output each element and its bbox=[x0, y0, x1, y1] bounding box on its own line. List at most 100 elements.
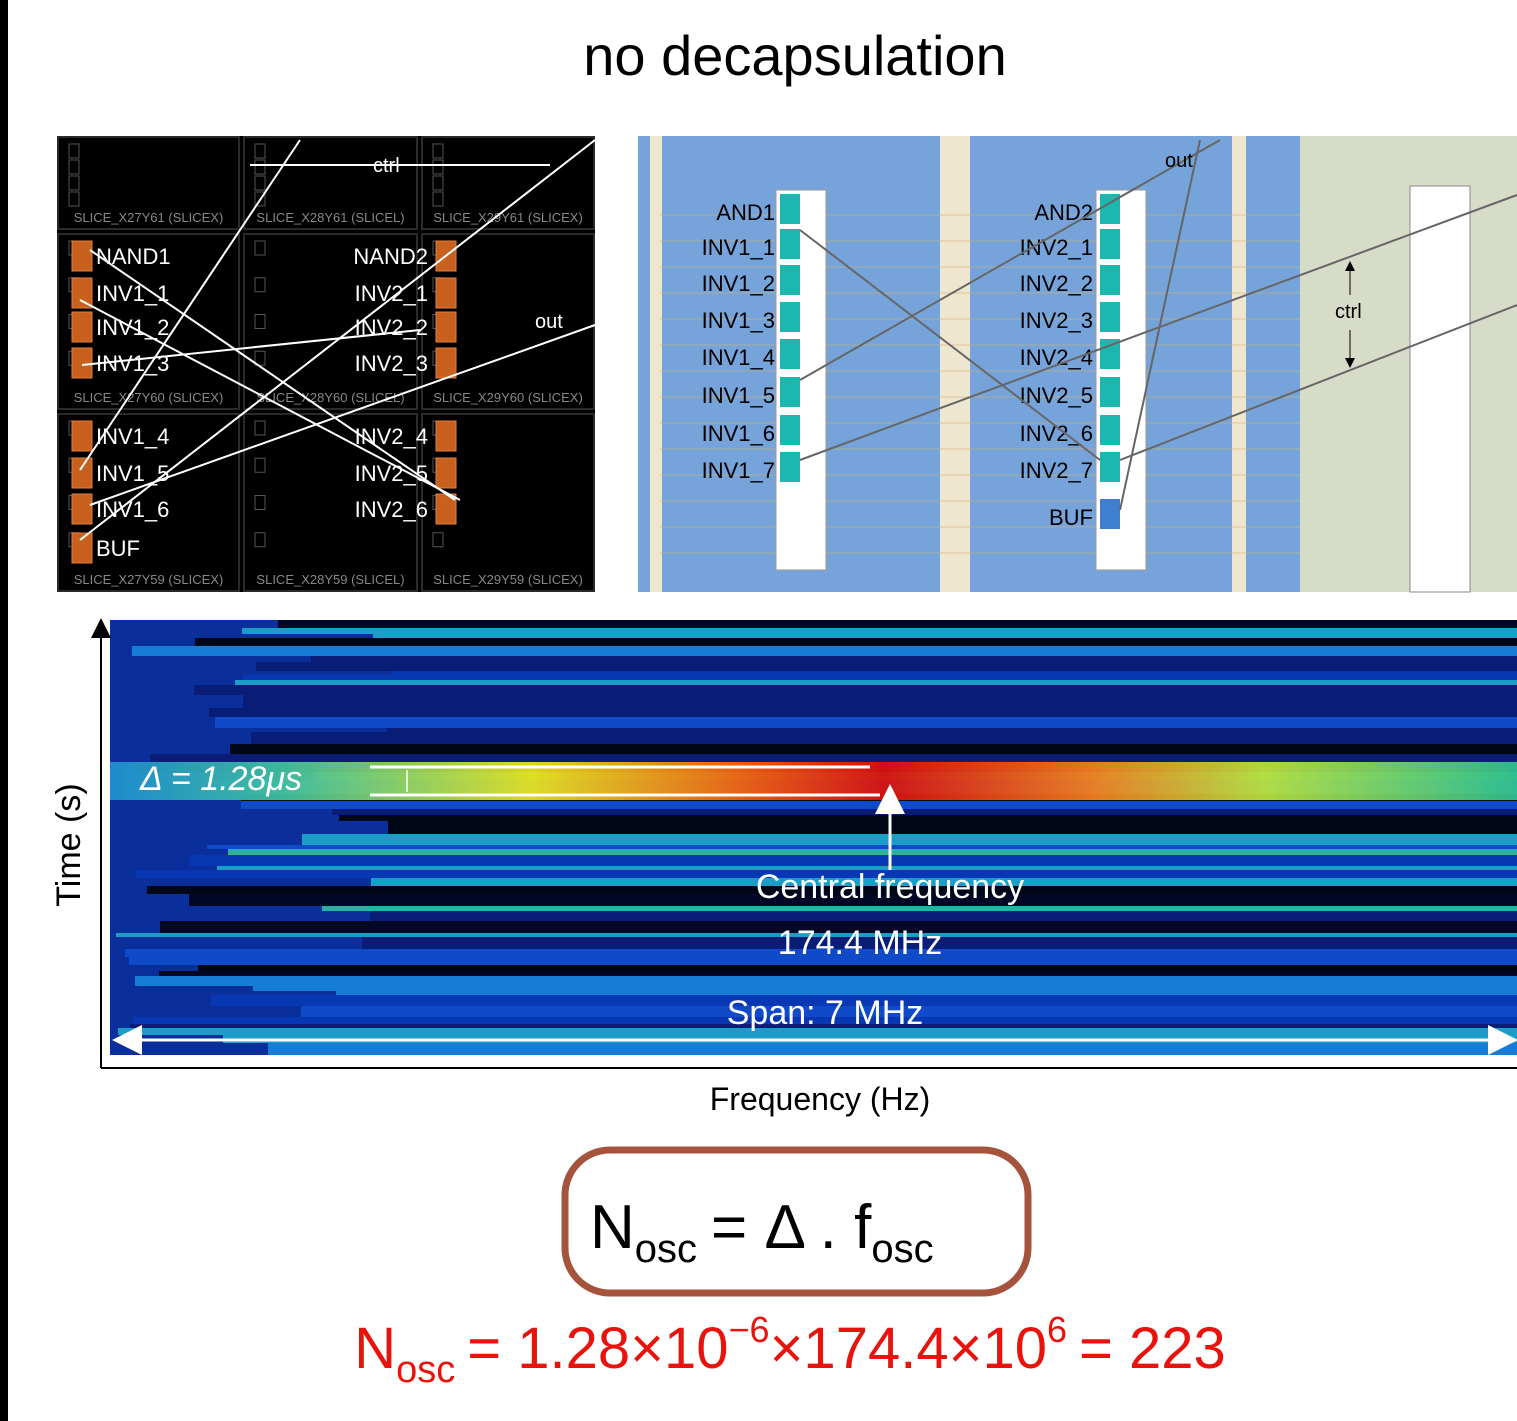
cell-label: INV2_1 bbox=[355, 281, 428, 306]
cell bbox=[72, 348, 92, 378]
cell-label: INV2_6 bbox=[355, 497, 428, 522]
spectrum-stripe bbox=[311, 656, 1517, 662]
right-panel: AND1INV1_1INV1_2INV1_3INV1_4INV1_5INV1_6… bbox=[638, 136, 1517, 592]
spectrum-stripe bbox=[388, 821, 1517, 834]
spectrum-stripe bbox=[132, 646, 1517, 656]
slide-title: no decapsulation bbox=[583, 24, 1006, 87]
spectrum-stripe bbox=[242, 628, 1517, 634]
formula-sub: osc bbox=[871, 1227, 933, 1271]
slice-label: SLICE_X29Y61 (SLICEX) bbox=[433, 210, 583, 225]
cell-label: BUF bbox=[1049, 505, 1093, 530]
cell bbox=[72, 278, 92, 308]
cell-label: INV2_3 bbox=[355, 351, 428, 376]
cell bbox=[780, 302, 800, 332]
cell bbox=[72, 458, 92, 488]
result-part: = 1.28×10 bbox=[467, 1316, 728, 1381]
routing-strip bbox=[650, 136, 662, 592]
cell bbox=[72, 241, 92, 271]
cell bbox=[780, 339, 800, 369]
spectrum-stripe bbox=[302, 834, 1517, 845]
cell bbox=[1100, 265, 1120, 295]
cell bbox=[436, 458, 456, 488]
result-sup: 6 bbox=[1047, 1309, 1067, 1350]
spectrum-stripe bbox=[194, 685, 1517, 695]
result-sub: osc bbox=[396, 1349, 455, 1391]
cell bbox=[780, 377, 800, 407]
edge-bar bbox=[0, 0, 8, 1421]
cell bbox=[780, 452, 800, 482]
spectrum-stripe bbox=[332, 809, 1517, 815]
cell-label: INV2_7 bbox=[1020, 458, 1093, 483]
slice-label: SLICE_X27Y60 (SLICEX) bbox=[74, 390, 224, 405]
left-panel: SLICE_X27Y61 (SLICEX)SLICE_X28Y61 (SLICE… bbox=[57, 136, 595, 592]
slice-label: SLICE_X28Y60 (SLICEL) bbox=[256, 390, 404, 405]
ctrl-label: ctrl bbox=[373, 155, 400, 177]
spectrum-stripe bbox=[391, 671, 1517, 675]
cell-label: INV1_2 bbox=[702, 271, 775, 296]
cell bbox=[72, 421, 92, 451]
cell bbox=[780, 265, 800, 295]
cell-label: INV2_2 bbox=[1020, 271, 1093, 296]
spectrum-stripe bbox=[190, 855, 1517, 866]
spectrum-stripe bbox=[209, 708, 1517, 717]
spectrum-stripe bbox=[159, 971, 1517, 976]
cell bbox=[436, 348, 456, 378]
spectrum-stripe bbox=[256, 662, 1517, 671]
cell bbox=[436, 421, 456, 451]
cell bbox=[436, 278, 456, 308]
spectrum-stripe bbox=[322, 906, 1517, 911]
result: Nosc= 1.28×10−6×174.4×106= 223 bbox=[354, 1309, 1226, 1391]
formula-rhs: = Δ . f bbox=[711, 1193, 872, 1262]
cell-label: INV1_5 bbox=[96, 461, 169, 486]
result-part: = 223 bbox=[1079, 1316, 1226, 1381]
spectrum-stripe bbox=[339, 815, 1517, 821]
spectrum-stripe bbox=[387, 728, 1517, 732]
region bbox=[1300, 136, 1517, 592]
spectrum-stripe bbox=[278, 620, 1517, 628]
routing-strip bbox=[1232, 136, 1246, 592]
cell bbox=[436, 312, 456, 342]
cell-label: INV2_4 bbox=[355, 424, 428, 449]
span-label: Span: 7 MHz bbox=[727, 994, 924, 1032]
cell bbox=[1100, 377, 1120, 407]
spectrogram: Time (s)Frequency (Hz)Δ = 1.28μsCentral … bbox=[50, 620, 1517, 1117]
routing-strip bbox=[940, 136, 970, 592]
slice-label: SLICE_X29Y60 (SLICEX) bbox=[433, 390, 583, 405]
slice-label: SLICE_X27Y61 (SLICEX) bbox=[74, 210, 224, 225]
page: no decapsulation SLICE_X27Y61 (SLICEX)SL… bbox=[0, 0, 1517, 1421]
spectrum-stripe bbox=[241, 801, 1517, 809]
cell bbox=[1100, 499, 1120, 529]
formula-n: N bbox=[590, 1193, 635, 1262]
spectrum-stripe bbox=[207, 845, 1517, 849]
ctrl-label: ctrl bbox=[1335, 301, 1362, 323]
spectrum-stripe bbox=[198, 965, 1517, 971]
spectrum-stripe bbox=[253, 986, 1517, 991]
formula-sub: osc bbox=[635, 1227, 697, 1271]
cell bbox=[1100, 302, 1120, 332]
central-label: Central frequency bbox=[756, 868, 1024, 906]
cell-label: INV1_6 bbox=[702, 421, 775, 446]
out-label: out bbox=[535, 311, 563, 333]
cell bbox=[72, 312, 92, 342]
cell bbox=[780, 194, 800, 224]
delta-label: Δ = 1.28μs bbox=[139, 760, 302, 798]
cell-label: NAND2 bbox=[353, 244, 428, 269]
cell-label: INV2_6 bbox=[1020, 421, 1093, 446]
result-sup: −6 bbox=[729, 1309, 770, 1350]
cell bbox=[72, 494, 92, 524]
cell-label: INV2_5 bbox=[1020, 383, 1093, 408]
y-axis-label: Time (s) bbox=[50, 783, 88, 906]
cell-label: INV1_4 bbox=[702, 345, 775, 370]
spectrum-stripe bbox=[336, 991, 1517, 995]
cell bbox=[1100, 452, 1120, 482]
cell-label: INV1_7 bbox=[702, 458, 775, 483]
result-n: N bbox=[354, 1316, 396, 1381]
cell bbox=[1100, 229, 1120, 259]
formula: Nosc= Δ . fosc bbox=[590, 1193, 934, 1271]
spectrum-stripe bbox=[195, 638, 1517, 646]
spectrum-stripe bbox=[215, 717, 1517, 728]
cell-label: AND2 bbox=[1034, 200, 1093, 225]
cell bbox=[1100, 415, 1120, 445]
spectrum-stripe bbox=[370, 911, 1517, 921]
cell bbox=[780, 229, 800, 259]
